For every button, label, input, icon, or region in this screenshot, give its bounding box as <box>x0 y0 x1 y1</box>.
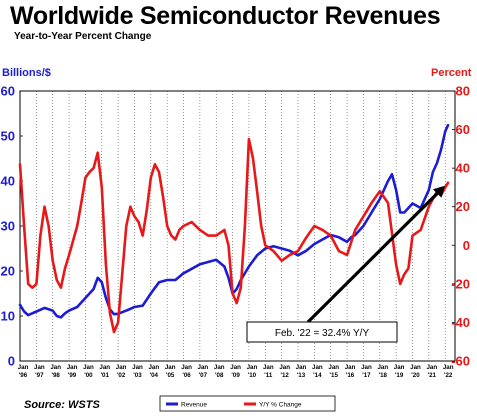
right-tick-label: 20 <box>456 199 470 214</box>
x-tick-year-label: '15 <box>330 372 339 379</box>
left-tick-label: 40 <box>1 174 15 189</box>
series-lines <box>18 123 450 334</box>
x-axis-ticks: Jan'96Jan'97Jan'98Jan'99Jan'00Jan'01Jan'… <box>18 364 454 379</box>
x-tick-top-label: Jan <box>230 364 241 371</box>
x-tick-top-label: Jan <box>67 364 78 371</box>
x-tick-top-label: Jan <box>148 364 159 371</box>
x-tick-top-label: Jan <box>377 364 388 371</box>
right-tick-label: 0 <box>463 238 470 253</box>
x-tick-top-label: Jan <box>34 364 45 371</box>
left-axis-ticks: 0 10 20 30 40 50 60 <box>1 84 23 369</box>
left-tick-label: 0 <box>8 354 15 369</box>
legend: Revenue Y/Y % Change <box>159 395 336 412</box>
x-tick-year-label: '22 <box>444 372 453 379</box>
legend-label-yoy: Y/Y % Change <box>259 402 302 409</box>
x-tick-year-label: '09 <box>231 372 240 379</box>
x-tick-top-label: Jan <box>50 364 61 371</box>
x-tick-top-label: Jan <box>247 364 258 371</box>
x-tick-top-label: Jan <box>116 364 127 371</box>
x-tick-year-label: '03 <box>133 372 142 379</box>
x-tick-top-label: Jan <box>426 364 437 371</box>
x-tick-top-label: Jan <box>198 364 209 371</box>
x-tick-top-label: Jan <box>296 364 307 371</box>
x-tick-top-label: Jan <box>18 364 29 371</box>
right-axis-ticks: -60 -40 -20 0 20 40 60 80 <box>451 84 470 369</box>
x-tick-top-label: Jan <box>345 364 356 371</box>
x-tick-year-label: '98 <box>52 372 61 379</box>
x-tick-year-label: '01 <box>101 372 110 379</box>
x-tick-year-label: '18 <box>379 372 388 379</box>
x-tick-top-label: Jan <box>312 364 323 371</box>
revenue-series-line <box>18 123 450 319</box>
left-tick-label: 10 <box>1 309 15 324</box>
x-tick-top-label: Jan <box>328 364 339 371</box>
x-tick-top-label: Jan <box>132 364 143 371</box>
x-tick-top-label: Jan <box>165 364 176 371</box>
annotation-label: Feb. '22 = 32.4% Y/Y <box>275 328 370 339</box>
x-tick-top-label: Jan <box>83 364 94 371</box>
x-tick-year-label: '10 <box>248 372 257 379</box>
chart-subtitle: Year-to-Year Percent Change <box>14 31 152 42</box>
x-tick-year-label: '21 <box>428 372 437 379</box>
x-tick-year-label: '99 <box>68 372 77 379</box>
x-tick-top-label: Jan <box>410 364 421 371</box>
right-tick-label: -20 <box>451 276 470 291</box>
annotation-arrow <box>306 192 439 324</box>
x-tick-top-label: Jan <box>279 364 290 371</box>
right-tick-label: -60 <box>451 354 470 369</box>
x-tick-top-label: Jan <box>361 364 372 371</box>
x-tick-top-label: Jan <box>443 364 454 371</box>
x-tick-year-label: '19 <box>395 372 404 379</box>
x-tick-top-label: Jan <box>181 364 192 371</box>
right-tick-label: 80 <box>456 84 470 99</box>
left-tick-label: 50 <box>1 129 15 144</box>
annotation: Feb. '22 = 32.4% Y/Y <box>246 185 445 343</box>
x-tick-top-label: Jan <box>394 364 405 371</box>
right-tick-label: -40 <box>451 315 470 330</box>
x-tick-year-label: '12 <box>280 372 289 379</box>
x-tick-year-label: '96 <box>19 372 28 379</box>
left-tick-label: 60 <box>1 84 15 99</box>
x-tick-year-label: '05 <box>166 372 175 379</box>
left-axis-title: Billions/$ <box>2 67 51 79</box>
x-tick-year-label: '20 <box>411 372 420 379</box>
x-tick-top-label: Jan <box>214 364 225 371</box>
legend-label-revenue: Revenue <box>181 402 207 409</box>
x-tick-year-label: '07 <box>199 372 208 379</box>
x-tick-year-label: '14 <box>313 372 322 379</box>
x-tick-top-label: Jan <box>263 364 274 371</box>
x-tick-year-label: '06 <box>182 372 191 379</box>
x-tick-year-label: '04 <box>150 372 159 379</box>
left-tick-label: 20 <box>1 264 15 279</box>
annotation-box <box>246 321 398 343</box>
source-note: Source: WSTS <box>24 399 100 411</box>
x-tick-year-label: '02 <box>117 372 126 379</box>
x-tick-year-label: '11 <box>264 372 273 379</box>
x-tick-year-label: '13 <box>297 372 306 379</box>
right-tick-label: 60 <box>456 122 470 137</box>
x-tick-top-label: Jan <box>99 364 110 371</box>
x-tick-year-label: '00 <box>84 372 93 379</box>
x-tick-year-label: '08 <box>215 372 224 379</box>
chart-title: Worldwide Semiconductor Revenues <box>10 2 441 30</box>
right-axis-title: Percent <box>431 67 472 79</box>
x-tick-year-label: '16 <box>346 372 355 379</box>
vertical-gridlines <box>36 91 446 361</box>
left-tick-label: 30 <box>1 219 15 234</box>
right-tick-label: 40 <box>456 161 470 176</box>
yoy-series-line <box>18 137 450 334</box>
x-tick-year-label: '97 <box>35 372 44 379</box>
x-tick-year-label: '17 <box>362 372 371 379</box>
annotation-arrowhead <box>432 185 445 198</box>
